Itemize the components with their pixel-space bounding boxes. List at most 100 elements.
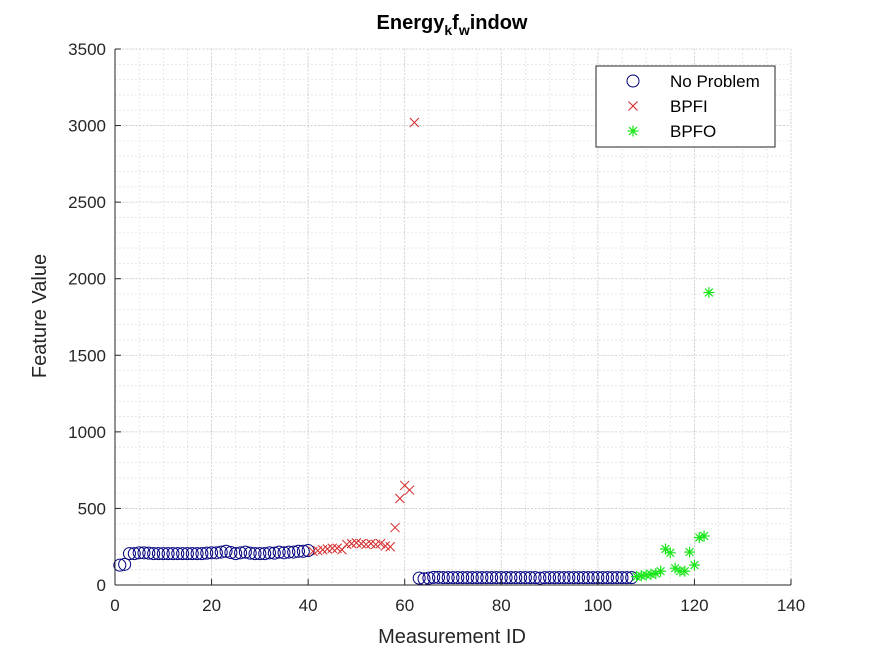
chart-title: Energykfwindow [377,12,528,38]
data-point [224,546,238,560]
data-point [195,547,209,561]
legend-label: No Problem [670,72,760,91]
data-point [214,545,228,559]
data-point [605,571,619,585]
data-point [122,547,136,561]
data-point [436,571,450,585]
data-point [151,547,165,561]
x-axis-title: Measurement ID [378,626,526,648]
data-point [567,571,581,585]
data-point [620,571,634,585]
data-point [586,571,600,585]
data-point [209,546,223,560]
data-point [552,571,566,585]
x-tick-label: 120 [680,596,708,615]
chart-title-tail: indow [470,12,528,34]
data-point [427,570,441,584]
data-point [562,571,576,585]
data-point [523,571,537,585]
data-point [282,545,296,559]
x-tick-label: 20 [202,596,221,615]
legend-box [595,65,776,148]
data-point [460,571,474,585]
data-point [446,571,460,585]
data-point [147,547,161,561]
data-point [596,571,610,585]
x-tick-label: 40 [299,596,318,615]
data-point [395,493,405,504]
data-point [688,559,700,571]
data-point [451,571,465,585]
data-point [258,547,272,561]
data-point [190,547,204,561]
data-point [185,547,199,561]
data-point [480,571,494,585]
data-point [253,547,267,561]
legend-label: BPFO [670,122,716,141]
data-point [113,558,127,572]
data-point [234,546,248,560]
data-point [287,545,301,559]
y-tick-label: 3500 [68,40,106,59]
y-tick-label: 2000 [68,270,106,289]
data-point [166,547,180,561]
data-point [557,571,571,585]
data-point [489,571,503,585]
y-tick-label: 0 [97,576,106,595]
chart-title-mid: f [452,12,459,34]
data-point [161,547,175,561]
data-point [538,571,552,585]
data-point [180,547,194,561]
data-point [664,547,676,559]
data-point [601,571,615,585]
x-tick-label: 0 [110,596,119,615]
chart-title-sub1: k [444,22,452,38]
data-point [679,565,691,577]
axes [114,48,792,586]
data-point [267,546,281,560]
x-tick-labels: 0 20 40 60 80 100 120 140 [110,596,805,615]
legend-marker [626,74,640,88]
data-point [263,546,277,560]
x-tick-label: 80 [492,596,511,615]
data-point [156,547,170,561]
data-point [547,571,561,585]
data-point [509,571,523,585]
minor-gridlines [114,48,792,586]
data-point [698,530,710,542]
series-bpfi [308,117,420,557]
data-point [404,485,415,495]
data-point [238,545,252,559]
data-point [684,546,696,558]
data-point [518,571,532,585]
chart-title-main: Energy [377,12,446,34]
y-tick-label: 500 [78,499,106,518]
data-point [543,571,557,585]
data-point [581,571,595,585]
data-point [291,544,305,558]
data-point [693,532,705,544]
data-point [390,522,400,533]
data-point [385,541,396,552]
data-point [504,571,518,585]
data-point [499,571,513,585]
data-point [327,543,338,554]
legend-item: BPFI [628,97,708,116]
data-point [243,546,257,560]
data-point [375,538,386,549]
legend-item: BPFO [627,122,716,141]
data-point [576,571,590,585]
legend-marker [627,125,639,137]
data-point [441,571,455,585]
data-point [219,544,233,558]
y-tick-label: 1000 [68,423,106,442]
data-point [432,570,446,584]
data-point [248,547,262,561]
data-point [659,543,671,555]
data-point [422,571,436,585]
data-point [533,571,547,585]
data-point [703,286,715,298]
data-point [272,545,286,559]
